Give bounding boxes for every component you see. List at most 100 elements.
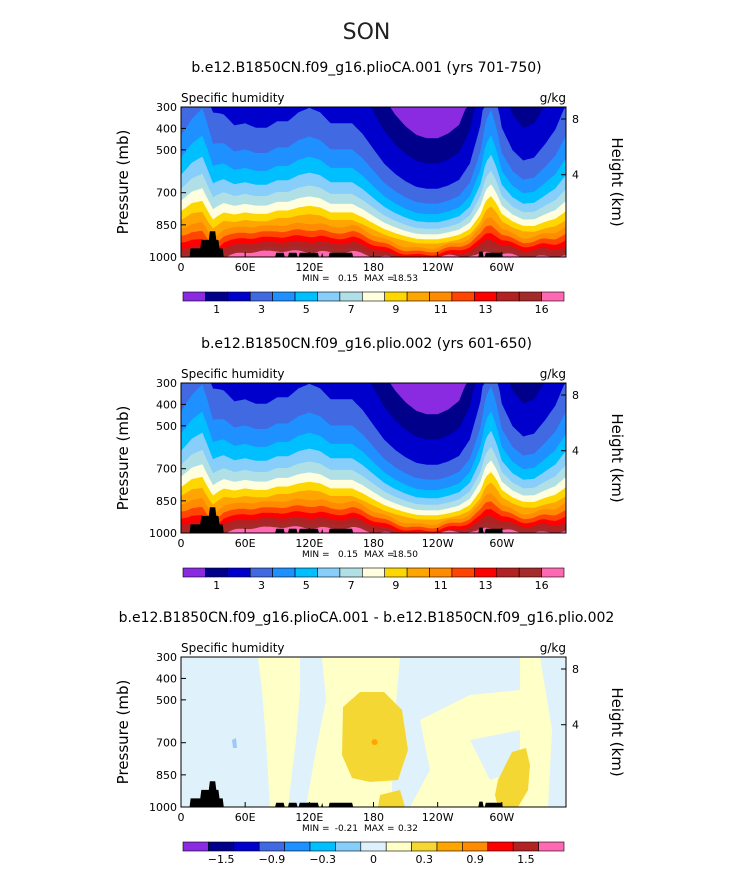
stats-min-label: MIN = [302,824,330,834]
colorbar-label: 0.9 [466,853,484,866]
x-tick-label: 0 [178,537,185,550]
colorbar-box [538,841,565,852]
x-tick-label: 120E [295,261,323,274]
colorbar-box [294,567,318,578]
diff-band-negative [288,657,326,807]
colorbar-box [541,291,565,302]
colorbar-box [258,841,285,852]
x-tick-label: 60W [489,811,514,824]
colorbar-box [496,567,520,578]
diff-band-max [371,739,378,746]
y-tick-label: 850 [156,495,177,508]
x-tick-label: 60W [489,261,514,274]
colorbar-box [294,291,318,302]
diff-band-negative [540,657,566,807]
stats-max-label: MAX = [364,274,395,284]
units-label: g/kg [540,367,566,381]
x-tick-label: 60W [489,537,514,550]
topography-mask [181,507,566,533]
colorbar-box [474,567,498,578]
y-right-axis-label: Height (km) [608,137,626,226]
x-tick-label: 180 [363,261,384,274]
y-right-axis-label: Height (km) [608,687,626,776]
colorbar-label: −0.3 [309,853,336,866]
colorbar-label: 1 [213,303,220,316]
colorbar-label: 9 [392,579,399,592]
colorbar-box [384,567,408,578]
colorbar-box [541,567,565,578]
stats-max-label: MAX = [364,824,395,834]
colorbar-box [451,291,475,302]
y-right-axis-label: Height (km) [608,413,626,502]
x-tick-label: 60E [235,811,256,824]
y-tick-label: 400 [156,672,177,685]
colorbar-box [462,841,489,852]
y-tick-label: 400 [156,398,177,411]
topography-mask [181,781,566,807]
topography-mask [181,231,566,257]
x-tick-label: 120W [422,537,454,550]
y-tick-label: 700 [156,737,177,750]
colorbar-box [385,841,412,852]
panel-2-title: b.e12.B1850CN.f09_g16.plio.002 (yrs 601-… [201,336,532,352]
variable-label: Specific humidity [181,91,285,105]
y-tick-label: 500 [156,694,177,707]
colorbar-box [361,291,386,302]
x-tick-label: 120E [295,811,323,824]
colorbar-label: 1.5 [517,853,535,866]
y-right-tick-label: 8 [572,113,579,126]
variable-label: Specific humidity [181,641,285,655]
y-tick-label: 700 [156,187,177,200]
colorbar-label: 0 [370,853,377,866]
y-tick-label: 1000 [149,527,177,540]
x-tick-label: 180 [363,537,384,550]
colorbar-label: 9 [392,303,399,316]
x-tick-label: 0 [178,261,185,274]
units-label: g/kg [540,641,566,655]
colorbar-label: 3 [258,303,265,316]
y-tick-label: 850 [156,769,177,782]
panel-3-plot: Specific humidity g/kg 300 400 500 700 850 1000… [114,641,626,866]
colorbar-box [429,567,453,578]
y-tick-label: 500 [156,144,177,157]
colorbar-box [284,841,311,852]
variable-label: Specific humidity [181,367,285,381]
colorbar-label: 5 [303,303,310,316]
diff-band-positive [342,692,408,782]
y-tick-label: 1000 [149,801,177,814]
colorbar-box [518,291,542,302]
stats-min-label: MIN = [302,274,330,284]
x-tick-label: 0 [178,811,185,824]
colorbar-box [451,567,475,578]
colorbar-label: 13 [479,303,493,316]
colorbar-box [518,567,542,578]
panel-3-title: b.e12.B1850CN.f09_g16.plioCA.001 - b.e12… [118,610,615,626]
colorbar-box [496,291,520,302]
colorbar-box [339,291,363,302]
colorbar-label: 5 [303,579,310,592]
colorbar-box [249,291,273,302]
x-tick-label: 60E [235,537,256,550]
colorbar-box [487,841,514,852]
colorbar-label: −0.9 [259,853,286,866]
diff-band-negative [188,690,196,725]
colorbar-box [317,291,341,302]
diff-band-positive [378,790,405,807]
colorbar-box [205,291,229,302]
diff-band-positive [495,748,530,807]
y-right-tick-label: 4 [572,169,579,182]
x-tick-label: 120W [422,261,454,274]
colorbar-box [406,291,430,302]
y-axis-label: Pressure (mb) [114,406,132,511]
y-tick-label: 300 [156,377,177,390]
y-tick-label: 500 [156,420,177,433]
x-tick-label: 120E [295,537,323,550]
colorbar-label: 7 [348,303,355,316]
stats-min-label: MIN = [302,550,330,560]
y-tick-label: 300 [156,651,177,664]
panel-1-plot: Specific humidity g/kg3004005007008501000… [114,91,626,316]
colorbar-box [339,567,363,578]
colorbar-box [384,291,408,302]
y-axis-label: Pressure (mb) [114,680,132,785]
diff-band-negative [181,657,270,807]
